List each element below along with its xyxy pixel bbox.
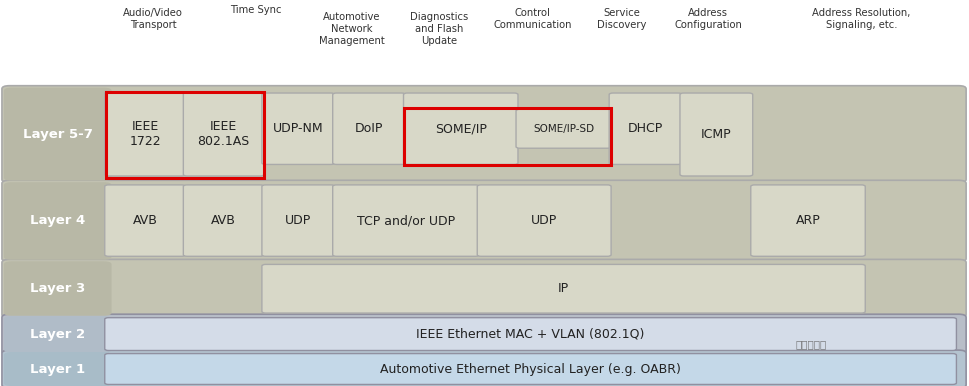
FancyBboxPatch shape [2, 259, 965, 318]
FancyBboxPatch shape [262, 264, 864, 313]
FancyBboxPatch shape [4, 182, 111, 260]
Text: IEEE
802.1AS: IEEE 802.1AS [198, 120, 249, 148]
Text: Automotive
Network
Management: Automotive Network Management [319, 12, 385, 46]
Bar [404, 108, 610, 165]
FancyBboxPatch shape [332, 93, 405, 164]
Text: Layer 1: Layer 1 [30, 362, 85, 376]
FancyBboxPatch shape [750, 185, 864, 256]
FancyBboxPatch shape [2, 180, 965, 262]
Text: IP: IP [557, 282, 569, 295]
Text: IEEE Ethernet MAC + VLAN (802.1Q): IEEE Ethernet MAC + VLAN (802.1Q) [416, 328, 644, 340]
FancyBboxPatch shape [183, 185, 264, 256]
FancyBboxPatch shape [105, 354, 955, 384]
FancyBboxPatch shape [2, 350, 965, 386]
Text: DHCP: DHCP [627, 122, 663, 135]
Text: ARP: ARP [795, 214, 820, 227]
Text: Layer 5-7: Layer 5-7 [22, 128, 93, 141]
FancyBboxPatch shape [4, 261, 111, 316]
Text: AVB: AVB [211, 214, 235, 227]
Text: Time Sync: Time Sync [230, 5, 282, 15]
Text: Audio/Video
Transport: Audio/Video Transport [123, 8, 183, 30]
FancyBboxPatch shape [477, 185, 610, 256]
FancyBboxPatch shape [4, 88, 111, 181]
FancyBboxPatch shape [262, 93, 334, 164]
Text: SOME/IP: SOME/IP [434, 122, 486, 135]
FancyBboxPatch shape [105, 185, 185, 256]
FancyBboxPatch shape [332, 185, 479, 256]
FancyBboxPatch shape [4, 316, 111, 352]
FancyBboxPatch shape [516, 109, 610, 148]
Text: UDP: UDP [285, 214, 311, 227]
FancyBboxPatch shape [183, 92, 264, 176]
Text: TCP and/or UDP: TCP and/or UDP [357, 214, 454, 227]
Text: IEEE
1722: IEEE 1722 [129, 120, 161, 148]
FancyBboxPatch shape [2, 314, 965, 354]
Text: AVB: AVB [133, 214, 157, 227]
Text: Layer 2: Layer 2 [30, 328, 85, 341]
FancyBboxPatch shape [403, 93, 517, 164]
FancyBboxPatch shape [262, 185, 334, 256]
Text: Layer 3: Layer 3 [30, 282, 85, 295]
Text: SOME/IP-SD: SOME/IP-SD [532, 124, 594, 134]
Text: Automotive Ethernet Physical Layer (e.g. OABR): Automotive Ethernet Physical Layer (e.g.… [380, 362, 680, 376]
Text: Diagnostics
and Flash
Update: Diagnostics and Flash Update [410, 12, 468, 46]
FancyBboxPatch shape [105, 92, 185, 176]
FancyBboxPatch shape [679, 93, 752, 176]
Text: Address Resolution,
Signaling, etc.: Address Resolution, Signaling, etc. [811, 8, 910, 30]
FancyBboxPatch shape [4, 352, 111, 386]
Text: Address
Configuration: Address Configuration [673, 8, 741, 30]
Text: Control
Communication: Control Communication [493, 8, 571, 30]
FancyBboxPatch shape [2, 86, 965, 183]
Bar [106, 92, 264, 178]
Text: DoIP: DoIP [355, 122, 383, 135]
Text: Layer 4: Layer 4 [30, 215, 85, 227]
Text: 攻城狮杨工: 攻城狮杨工 [795, 339, 826, 349]
Text: UDP: UDP [530, 214, 557, 227]
FancyBboxPatch shape [609, 93, 681, 164]
Text: UDP-NM: UDP-NM [272, 122, 324, 135]
FancyBboxPatch shape [105, 318, 955, 350]
Text: Service
Discovery: Service Discovery [597, 8, 645, 30]
Text: ICMP: ICMP [701, 128, 731, 141]
